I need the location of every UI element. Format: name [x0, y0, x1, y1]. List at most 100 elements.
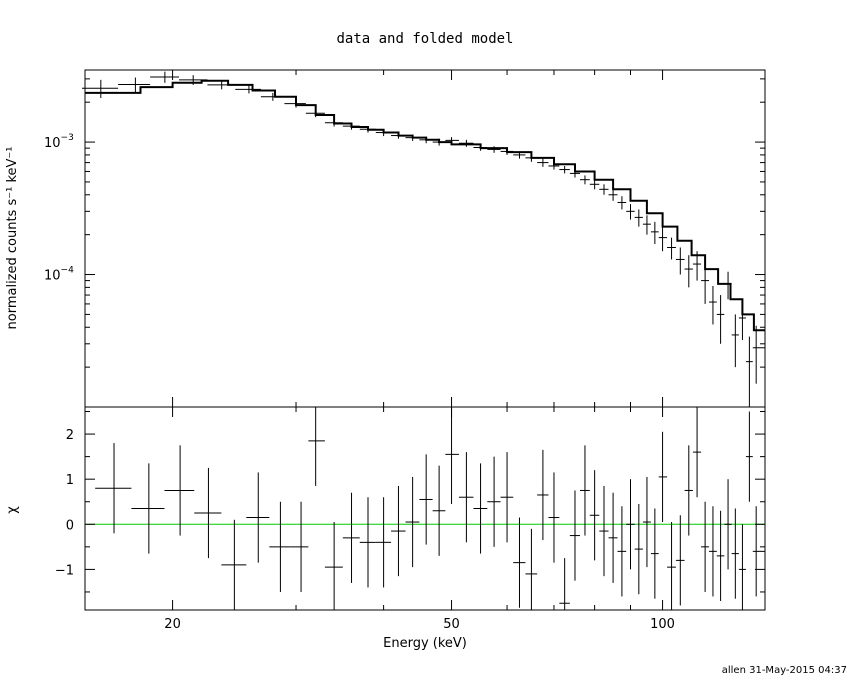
data-point [405, 134, 420, 141]
data-point [650, 508, 659, 599]
data-point [445, 137, 459, 144]
data-point [617, 196, 627, 210]
y-tick-label: 10−4 [44, 266, 74, 284]
data-point [692, 407, 702, 498]
data-point [559, 558, 570, 610]
data-point [375, 129, 392, 137]
data-point [260, 92, 285, 101]
data-point [324, 119, 343, 127]
data-point [473, 463, 488, 554]
data-point [246, 472, 270, 563]
spectrum-y-label: normalized counts s⁻¹ keV⁻¹ [5, 147, 20, 330]
data-point [458, 452, 474, 543]
data-point [684, 255, 693, 288]
data-point [579, 175, 590, 185]
data-point [194, 467, 222, 559]
data-point [589, 470, 600, 561]
data-point [290, 501, 309, 592]
data-point [731, 508, 739, 599]
data-point [284, 99, 306, 108]
residual-panel: 2 1 0 −1 χ [5, 406, 766, 611]
data-point [634, 503, 643, 595]
data-point [419, 454, 433, 545]
data-point [308, 407, 325, 486]
data-point [579, 445, 590, 536]
data-point [95, 443, 132, 534]
data-point [692, 251, 702, 281]
data-point [548, 162, 560, 170]
data-point [634, 209, 643, 227]
data-point [667, 522, 676, 610]
x-tick-label: 20 [164, 617, 181, 632]
data-point [731, 314, 739, 368]
data-point [617, 506, 627, 597]
x-tick-label: 50 [443, 617, 460, 632]
data-point [419, 136, 433, 144]
data-point [569, 169, 580, 178]
data-point [608, 492, 618, 583]
data-point [658, 226, 668, 252]
spectrum-data-points [81, 71, 765, 407]
data-point [235, 85, 261, 94]
spectrum-panel: 10−3 10−4 normalized counts s⁻¹ keV⁻¹ [5, 69, 766, 408]
data-point [391, 132, 406, 139]
data-point [500, 148, 514, 155]
data-point [221, 519, 247, 610]
y-tick-label: 10−3 [44, 133, 74, 151]
data-point [500, 452, 514, 543]
data-point [709, 506, 717, 597]
data-point [675, 247, 685, 275]
data-point [724, 479, 732, 570]
chart-title: data and folded model [336, 31, 513, 47]
data-point [745, 411, 753, 502]
y-tick-label: 2 [66, 428, 74, 443]
data-point [569, 490, 580, 581]
y-tick-label: 0 [66, 518, 74, 533]
data-point [701, 501, 710, 592]
data-point [81, 79, 119, 99]
data-point [513, 151, 526, 159]
data-point [559, 165, 570, 174]
data-point [642, 215, 651, 235]
data-point [738, 302, 746, 341]
data-point [599, 485, 609, 577]
x-tick-labels: 20 50 100 [164, 617, 675, 632]
data-point [513, 517, 526, 608]
data-point [164, 445, 195, 536]
data-point [537, 449, 549, 541]
model-curve [85, 79, 765, 332]
data-point [752, 325, 765, 384]
data-point [626, 479, 635, 570]
data-point [724, 271, 732, 300]
data-point [745, 336, 753, 407]
residual-data-points [95, 407, 765, 610]
data-point [548, 472, 560, 563]
data-point [701, 264, 710, 304]
data-point [525, 154, 538, 162]
data-point [738, 524, 746, 610]
data-point [589, 179, 600, 190]
data-point [487, 456, 501, 547]
data-point [131, 463, 165, 554]
residual-y-label: χ [5, 506, 20, 514]
data-point [375, 497, 392, 588]
data-point [752, 506, 765, 597]
data-point [487, 146, 501, 153]
data-point [667, 237, 676, 260]
data-point [525, 528, 538, 610]
data-point [709, 285, 717, 325]
data-point [716, 295, 725, 344]
data-point [405, 476, 420, 568]
data-point [391, 485, 406, 577]
data-point [432, 465, 446, 556]
x-tick-label: 100 [650, 617, 675, 632]
footer-stamp: allen 31-May-2015 04:37 [722, 665, 847, 676]
data-point [675, 515, 685, 606]
residual-ticks: 2 1 0 −1 [55, 407, 765, 610]
data-point [305, 109, 325, 118]
data-point [642, 476, 651, 568]
x-axis-label: Energy (keV) [383, 636, 467, 651]
data-point [608, 189, 618, 201]
y-tick-label: 1 [66, 473, 74, 488]
